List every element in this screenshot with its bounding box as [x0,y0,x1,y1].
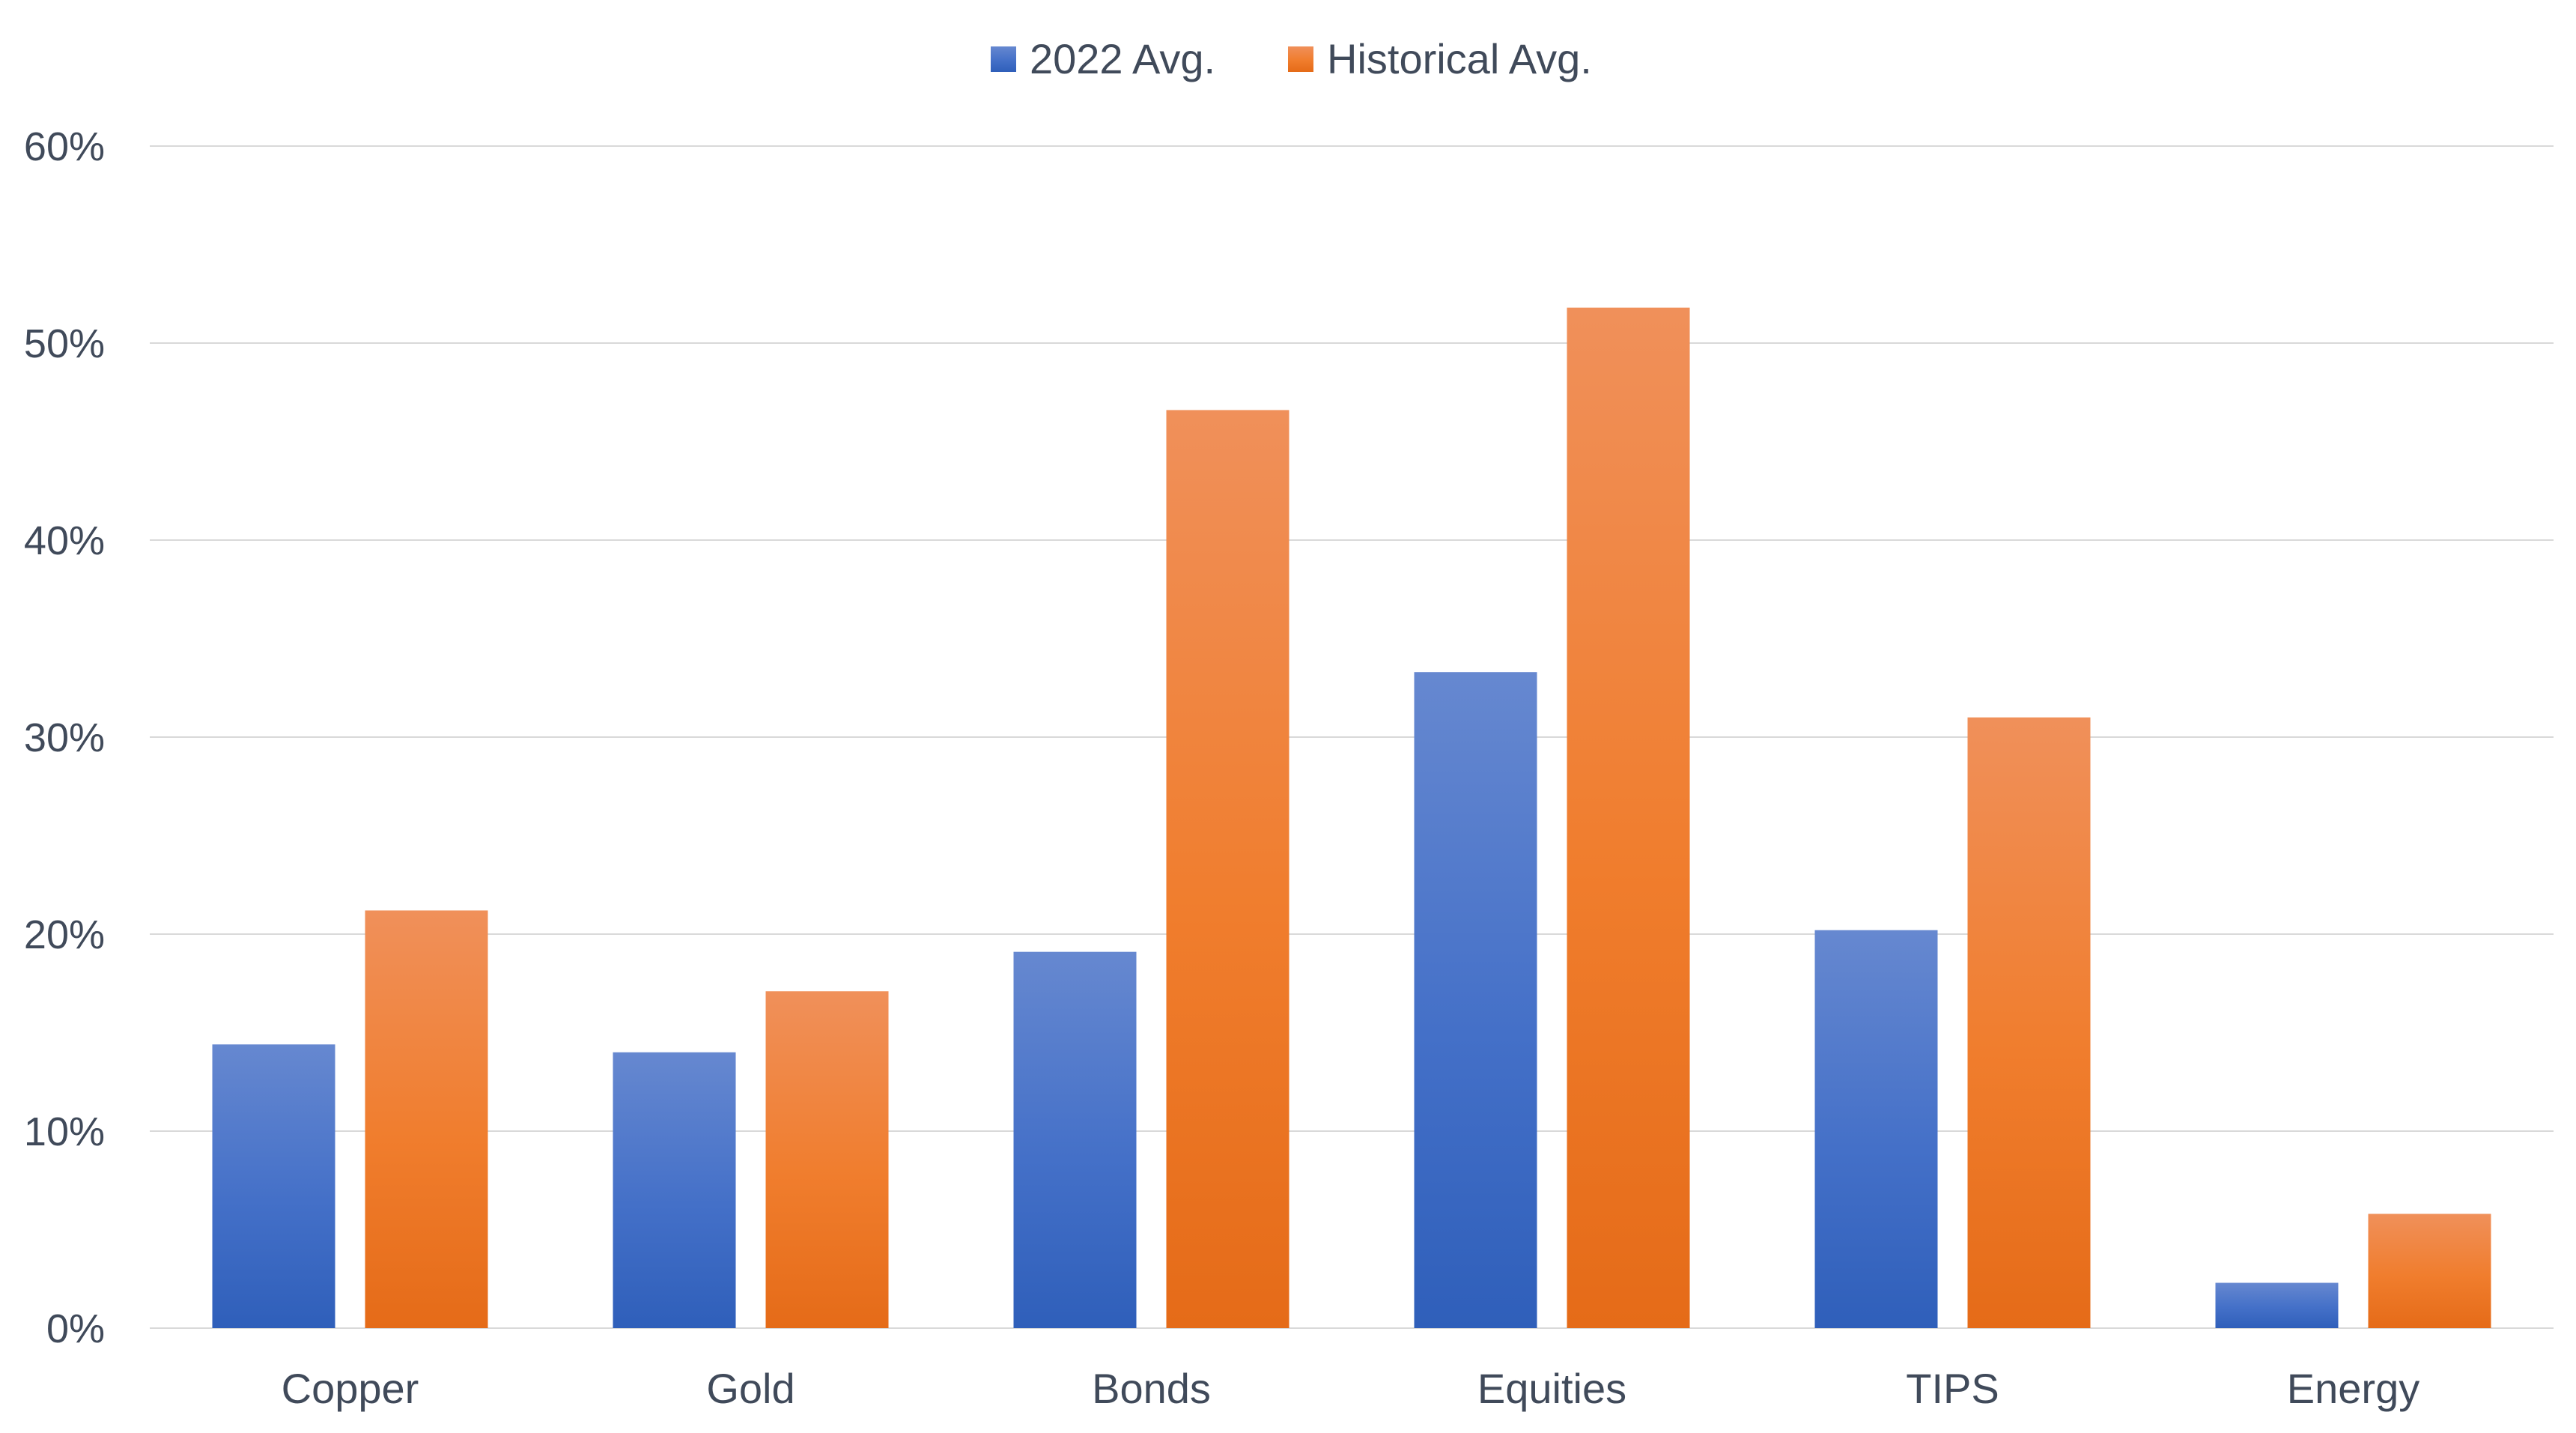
bar-tips-series-1 [1814,930,1938,1328]
y-tick-label: 40% [24,518,105,563]
bar-energy-series-1 [2215,1282,2339,1328]
y-tick-label: 10% [24,1109,105,1154]
gridlines [150,145,2554,1329]
y-axis: 0% 10% 20% 30% 40% 50% 60% [24,124,105,1351]
bar-copper-series-2 [365,910,488,1328]
legend-label: Historical Avg. [1327,35,1592,82]
legend: 2022 Avg. Historical Avg. [991,35,1592,82]
legend-swatch [1288,46,1313,72]
bar-equities-series-2 [1567,307,1690,1328]
y-tick-label: 0% [46,1306,105,1351]
y-tick-label: 50% [24,321,105,366]
y-tick-label: 60% [24,124,105,169]
x-axis: Copper Gold Bonds Equities TIPS Energy [282,1365,2420,1412]
y-tick-label: 20% [24,912,105,957]
bar-bonds-series-2 [1166,410,1289,1329]
legend-label: 2022 Avg. [1030,35,1215,82]
x-tick-label: TIPS [1906,1365,1999,1412]
bar-tips-series-2 [1967,717,2091,1328]
bar-gold-series-2 [765,991,889,1328]
y-tick-label: 30% [24,715,105,760]
x-tick-label: Gold [706,1365,795,1412]
x-tick-label: Energy [2287,1365,2419,1412]
bar-energy-series-2 [2368,1214,2491,1328]
x-tick-label: Copper [282,1365,419,1412]
bars [212,307,2491,1329]
bar-equities-series-1 [1414,672,1537,1328]
bar-bonds-series-1 [1013,951,1137,1328]
x-tick-label: Bonds [1092,1365,1211,1412]
x-tick-label: Equities [1477,1365,1626,1412]
bar-copper-series-1 [212,1044,335,1328]
legend-swatch [991,46,1016,72]
bar-gold-series-1 [613,1052,736,1328]
